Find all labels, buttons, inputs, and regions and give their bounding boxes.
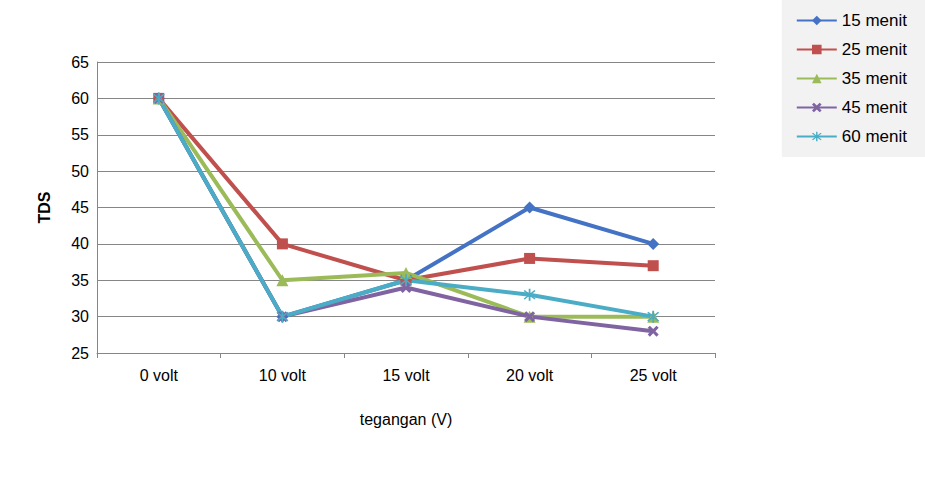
- svg-text:65: 65: [71, 54, 89, 71]
- svg-text:60 menit: 60 menit: [842, 127, 907, 146]
- svg-text:TDS: TDS: [36, 191, 53, 223]
- svg-text:60: 60: [71, 90, 89, 107]
- svg-text:55: 55: [71, 126, 89, 143]
- svg-text:25 menit: 25 menit: [842, 40, 907, 59]
- svg-text:15 volt: 15 volt: [382, 367, 430, 384]
- svg-text:40: 40: [71, 235, 89, 252]
- svg-text:25: 25: [71, 345, 89, 362]
- svg-text:tegangan (V): tegangan (V): [360, 411, 453, 428]
- svg-text:35: 35: [71, 272, 89, 289]
- svg-text:25 volt: 25 volt: [630, 367, 678, 384]
- svg-text:15 menit: 15 menit: [842, 11, 907, 30]
- svg-text:50: 50: [71, 163, 89, 180]
- svg-text:10 volt: 10 volt: [259, 367, 307, 384]
- svg-text:45 menit: 45 menit: [842, 98, 907, 117]
- svg-text:20 volt: 20 volt: [506, 367, 554, 384]
- svg-text:35 menit: 35 menit: [842, 69, 907, 88]
- svg-text:0 volt: 0 volt: [140, 367, 179, 384]
- svg-text:45: 45: [71, 199, 89, 216]
- svg-text:30: 30: [71, 308, 89, 325]
